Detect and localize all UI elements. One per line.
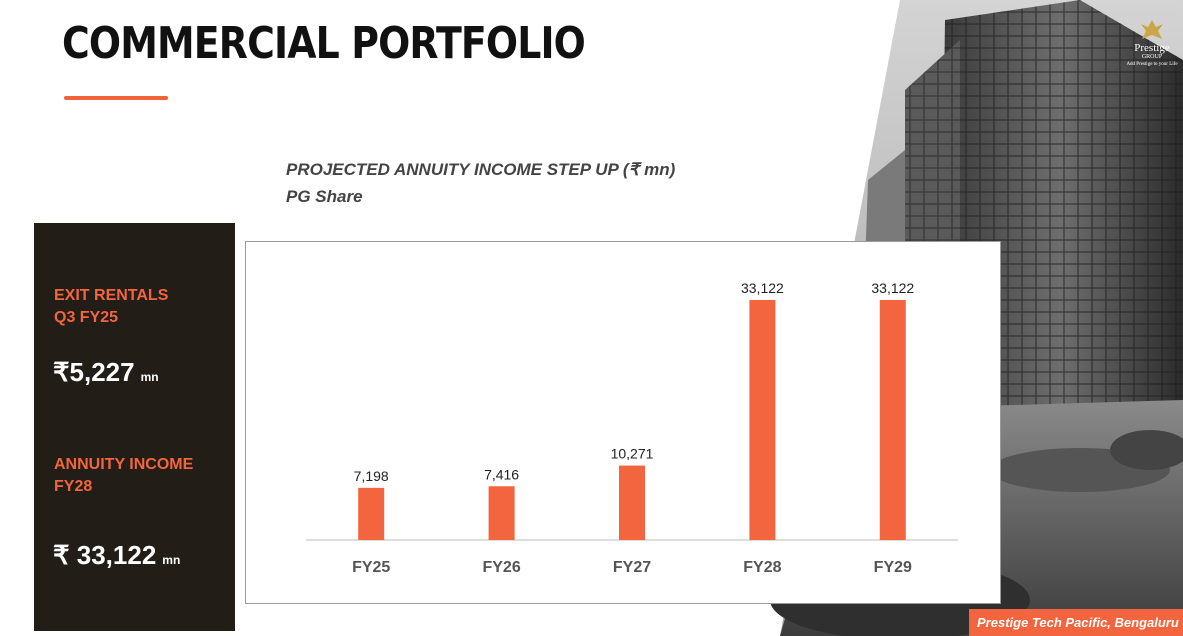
- logo-name: Prestige: [1134, 42, 1170, 54]
- page-title: COMMERCIAL PORTFOLIO: [62, 18, 586, 69]
- annuity-income-unit: mn: [162, 553, 181, 567]
- annuity-income-amount: ₹ 33,122: [53, 540, 157, 570]
- exit-rentals-amount: ₹5,227: [53, 357, 135, 387]
- exit-rentals-unit: mn: [140, 370, 159, 384]
- logo-emblem-icon: [1141, 20, 1163, 39]
- bar-fy29: [879, 299, 906, 540]
- prestige-logo: Prestige GROUP Add Prestige to your Life: [1126, 18, 1178, 80]
- logo-group: GROUP: [1141, 54, 1163, 60]
- data-label-fy25: 7,198: [354, 468, 389, 484]
- chart-heading: PROJECTED ANNUITY INCOME STEP UP (₹ mn) …: [286, 156, 675, 210]
- data-label-fy29: 33,122: [871, 280, 914, 296]
- bar-fy25: [358, 487, 385, 540]
- bar-fy26: [488, 486, 515, 540]
- photo-caption: Prestige Tech Pacific, Bengaluru: [969, 609, 1183, 636]
- chart-subtitle: PG Share: [286, 187, 363, 206]
- exit-rentals-label: EXIT RENTALS Q3 FY25: [54, 287, 169, 326]
- x-tick-fy27: FY27: [613, 559, 651, 576]
- bar-fy28: [749, 299, 776, 540]
- data-label-fy26: 7,416: [484, 466, 519, 482]
- x-tick-fy29: FY29: [874, 559, 912, 576]
- data-label-fy28: 33,122: [741, 280, 784, 296]
- bar-chart: 7,198 FY25 7,416 FY26 10,271 FY27 33,122 FY28 33…: [245, 241, 1001, 604]
- x-tick-fy26: FY26: [482, 559, 520, 576]
- annuity-income-value: ₹ 33,122 mn: [53, 540, 180, 571]
- annuity-income-label: ANNUITY INCOME FY28: [54, 456, 194, 495]
- bar-fy27: [619, 465, 645, 540]
- exit-rentals-value: ₹5,227 mn: [53, 357, 159, 388]
- chart-title: PROJECTED ANNUITY INCOME STEP UP (₹ mn): [286, 160, 676, 179]
- bar-chart-svg: 7,198 FY25 7,416 FY26 10,271 FY27 33,122 FY28 33…: [306, 280, 958, 576]
- x-tick-fy28: FY28: [743, 559, 781, 576]
- x-tick-fy25: FY25: [352, 559, 390, 576]
- logo-tagline: Add Prestige to your Life: [1126, 62, 1178, 67]
- kpi-panel: EXIT RENTALS Q3 FY25 ₹5,227 mn ANNUITY IN…: [34, 223, 235, 631]
- data-label-fy27: 10,271: [611, 446, 654, 462]
- title-underline: [64, 96, 168, 100]
